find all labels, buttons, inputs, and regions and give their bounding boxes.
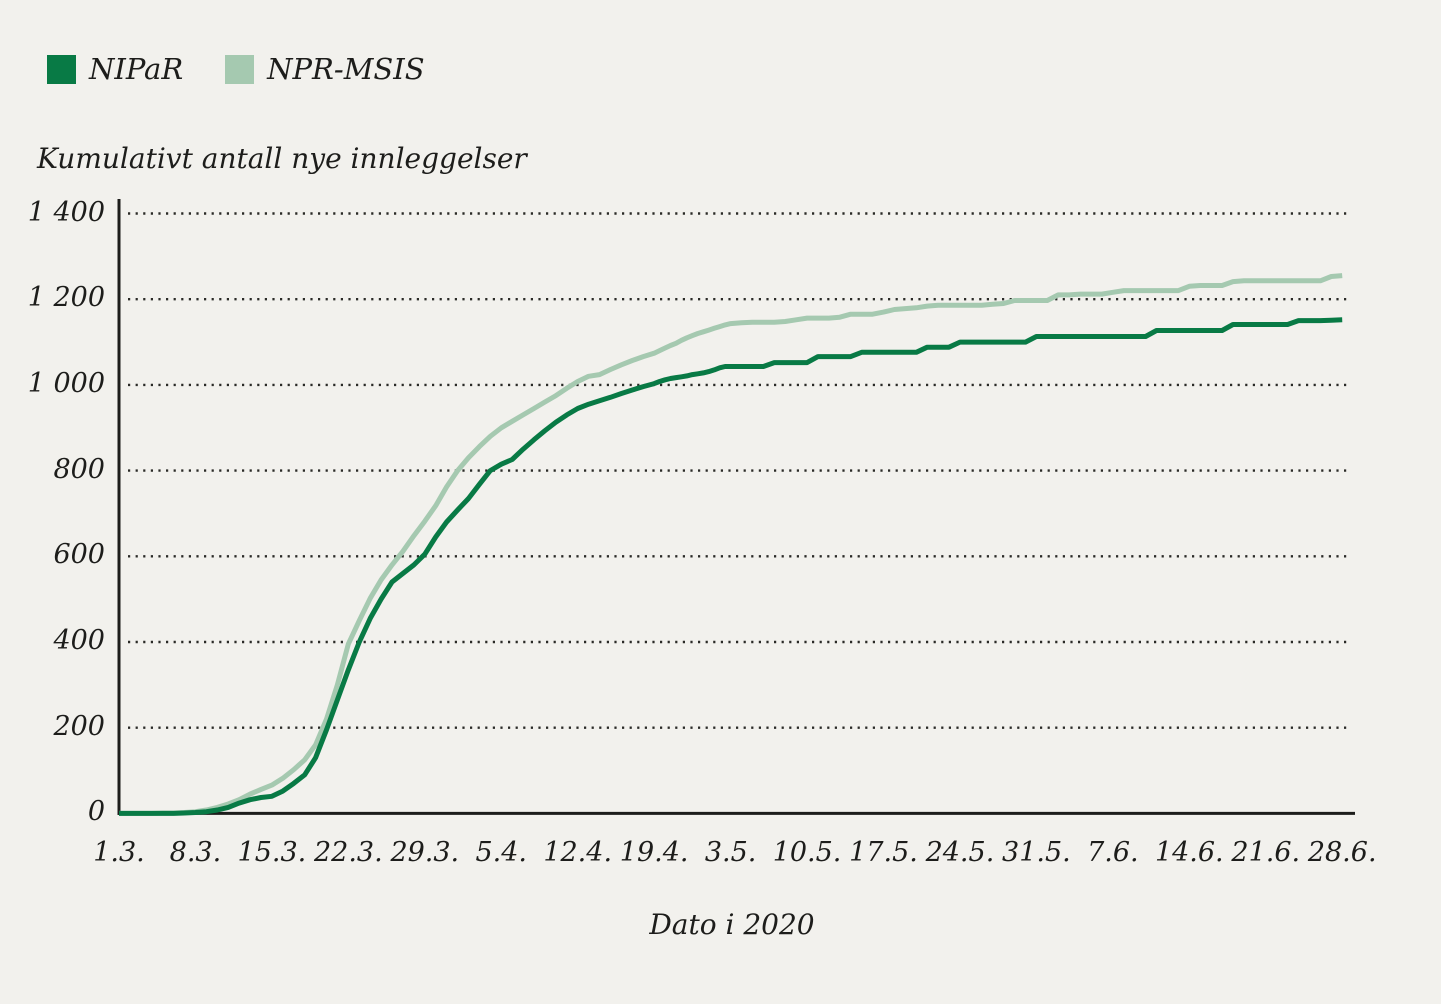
- x-tick-label-7-6-: 7.6.: [1087, 837, 1139, 868]
- data-series-lines: [119, 273, 1343, 816]
- x-tick-label-3-5-: 3.5.: [704, 837, 757, 868]
- legend-item-nipar: NIPaR: [47, 55, 183, 84]
- x-tick-label-31-5-: 31.5.: [1002, 837, 1071, 868]
- legend-swatch-nipar: [47, 55, 76, 84]
- legend-label-npr-msis: NPR-MSIS: [267, 52, 425, 86]
- y-tick-label-1200: 1 200: [27, 282, 105, 314]
- x-tick-label-12-4-: 12.4.: [543, 837, 613, 868]
- y-axis-title: Kumulativt antall nye innleggelser: [37, 142, 527, 175]
- series-line-nipar: [119, 317, 1343, 816]
- x-tick-label-5-4-: 5.4.: [475, 837, 528, 868]
- y-tick-label-600: 600: [53, 539, 105, 571]
- x-tick-label-14-6-: 14.6.: [1154, 837, 1224, 868]
- legend: NIPaR NPR-MSIS: [47, 55, 425, 84]
- legend-swatch-npr-msis: [225, 55, 255, 84]
- y-tick-label-200: 200: [53, 710, 105, 742]
- x-tick-label-29-3-: 29.3.: [390, 837, 460, 868]
- x-tick-label-19-4-: 19.4.: [619, 837, 689, 868]
- series-line-npr-msis: [119, 273, 1343, 816]
- x-tick-label-22-3-: 22.3.: [313, 837, 383, 868]
- y-tick-label-400: 400: [53, 625, 105, 656]
- x-tick-label-10-5-: 10.5.: [772, 837, 842, 868]
- x-tick-label-1-3-: 1.3.: [93, 837, 145, 868]
- x-tick-label-17-5-: 17.5.: [849, 837, 918, 868]
- legend-item-npr-msis: NPR-MSIS: [225, 52, 425, 86]
- axes: [117, 199, 1355, 815]
- x-tick-label-28-6-: 28.6.: [1307, 837, 1377, 868]
- y-tick-label-0: 0: [87, 796, 105, 828]
- x-tick-label-21-6-: 21.6.: [1231, 837, 1301, 868]
- y-tick-label-1400: 1 400: [27, 196, 105, 228]
- x-axis-title: Dato i 2020: [649, 908, 815, 941]
- x-tick-label-24-5-: 24.5.: [925, 837, 995, 868]
- legend-label-nipar: NIPaR: [89, 52, 184, 86]
- x-tick-label-15-3-: 15.3.: [237, 837, 307, 868]
- x-tick-label-8-3-: 8.3.: [169, 837, 222, 868]
- y-tick-label-1000: 1 000: [27, 367, 105, 399]
- y-tick-label-800: 800: [53, 453, 105, 485]
